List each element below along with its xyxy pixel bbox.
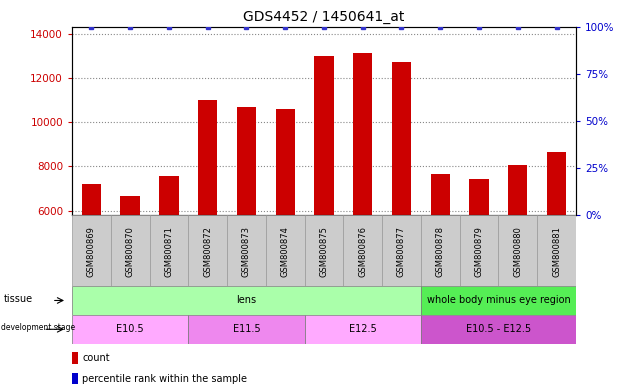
Title: GDS4452 / 1450641_at: GDS4452 / 1450641_at [244,10,404,25]
Bar [275,109,295,343]
Text: E10.5: E10.5 [116,324,144,334]
Bar [72,286,421,315]
Bar [382,215,421,286]
Text: GSM800871: GSM800871 [165,226,173,276]
Bar [72,373,78,384]
Bar [343,215,382,286]
Text: GSM800874: GSM800874 [280,226,290,276]
Bar [81,184,101,343]
Text: GSM800873: GSM800873 [242,226,251,277]
Text: GSM800880: GSM800880 [513,226,522,276]
Bar [227,215,266,286]
Bar [353,53,372,343]
Bar [314,56,334,343]
Text: whole body minus eye region: whole body minus eye region [426,295,570,306]
Text: GSM800875: GSM800875 [319,226,329,276]
Text: GSM800870: GSM800870 [126,226,135,276]
Bar [470,179,489,343]
Bar [266,215,305,286]
Bar [237,107,256,343]
Text: lens: lens [237,295,257,306]
Text: GSM800876: GSM800876 [358,226,367,277]
Bar [392,62,411,343]
Bar [305,215,343,286]
Text: development stage: development stage [1,323,76,332]
Text: GSM800878: GSM800878 [436,226,444,277]
Bar [72,315,188,344]
Text: GSM800877: GSM800877 [397,226,406,277]
Bar [150,215,188,286]
Text: percentile rank within the sample: percentile rank within the sample [82,374,247,384]
Bar [188,215,227,286]
Bar [421,215,459,286]
Text: count: count [82,353,110,363]
Text: E10.5 - E12.5: E10.5 - E12.5 [466,324,531,334]
Text: tissue: tissue [4,294,33,304]
Bar [431,174,450,343]
Bar [508,165,528,343]
Bar [421,315,576,344]
Bar [459,215,498,286]
Bar [498,215,537,286]
Text: GSM800881: GSM800881 [552,226,561,276]
Text: GSM800869: GSM800869 [87,226,96,276]
Bar [72,215,111,286]
Text: E12.5: E12.5 [349,324,377,334]
Text: GSM800872: GSM800872 [203,226,212,276]
Bar [305,315,421,344]
Text: GSM800879: GSM800879 [475,226,483,276]
Bar [198,100,217,343]
Bar [537,215,576,286]
Bar [159,176,178,343]
Bar [421,286,576,315]
Bar [120,196,140,343]
Bar [111,215,150,286]
Bar [72,352,78,364]
Bar [547,152,567,343]
Text: E11.5: E11.5 [233,324,260,334]
Bar [188,315,305,344]
